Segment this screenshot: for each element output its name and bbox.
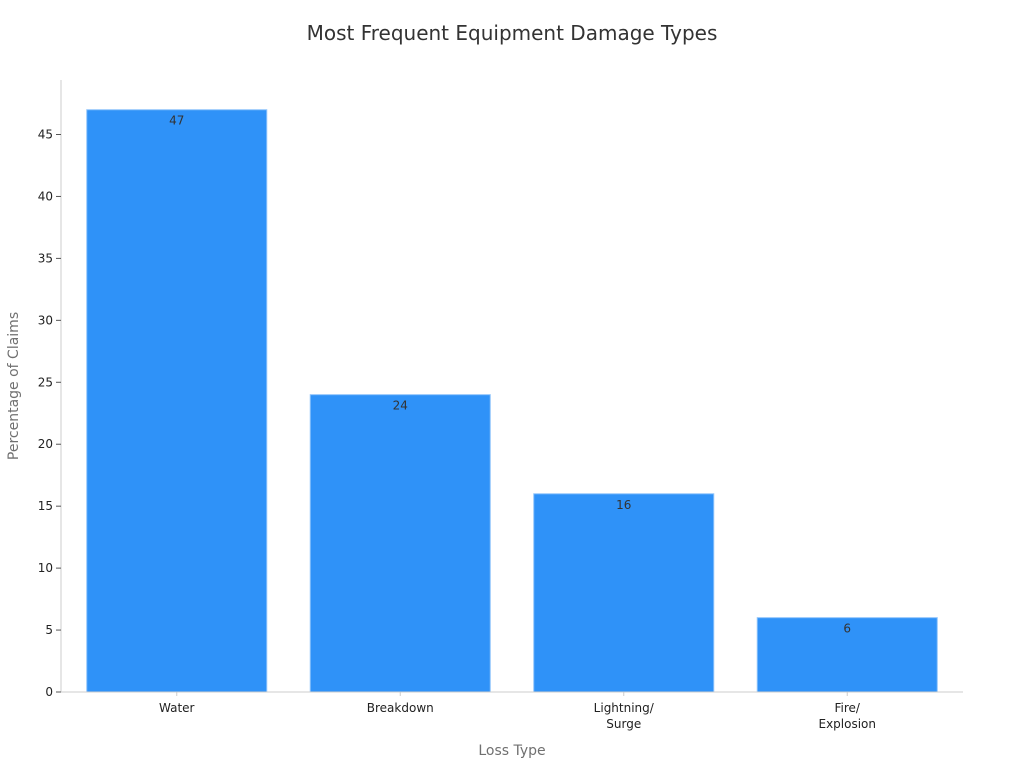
y-tick-label: 20 [38, 437, 53, 451]
y-tick-label: 40 [38, 189, 53, 203]
y-axis: 0 5 10 15 20 25 30 35 40 45 [38, 80, 62, 699]
bar-value-label: 47 [169, 114, 184, 128]
x-tick-label: Lightning/ [594, 701, 655, 715]
y-tick-label: 30 [38, 313, 53, 327]
x-tick-label: Fire/ [835, 701, 861, 715]
y-tick-label: 15 [38, 499, 53, 513]
x-tick-label: Explosion [818, 717, 876, 731]
bar [533, 493, 715, 693]
bars [86, 109, 938, 693]
bar-value-label: 24 [393, 399, 408, 413]
y-tick-label: 25 [38, 375, 53, 389]
chart-title: Most Frequent Equipment Damage Types [307, 21, 718, 45]
bar-value-label: 16 [616, 498, 631, 512]
y-tick-label: 35 [38, 251, 53, 265]
bar [309, 394, 491, 693]
bar-value-label: 6 [843, 622, 851, 636]
x-tick-label: Breakdown [367, 701, 434, 715]
y-tick-label: 5 [45, 623, 53, 637]
bar [756, 617, 938, 693]
y-axis-title: Percentage of Claims [6, 312, 22, 460]
x-tick-label: Surge [606, 717, 641, 731]
y-tick-label: 45 [38, 128, 53, 142]
data-labels: 47 24 16 6 [169, 114, 851, 636]
x-axis: Water Breakdown Lightning/Surge Fire/Explos… [61, 691, 963, 731]
bar [86, 109, 268, 693]
y-tick-label: 0 [45, 685, 53, 699]
y-tick-label: 10 [38, 561, 53, 575]
x-axis-title: Loss Type [478, 743, 545, 759]
x-tick-label: Water [159, 701, 195, 715]
